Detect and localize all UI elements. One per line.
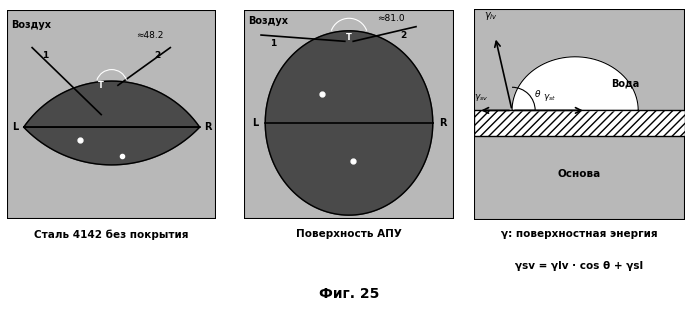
Text: T: T (98, 81, 104, 90)
Polygon shape (24, 81, 200, 165)
Text: Основа: Основа (558, 169, 601, 179)
Text: Воздух: Воздух (11, 20, 51, 30)
Text: γ: поверхностная энергия: γ: поверхностная энергия (501, 229, 658, 239)
Text: 2: 2 (155, 51, 161, 61)
Text: γsv = γlv · cos θ + γsl: γsv = γlv · cos θ + γsl (515, 261, 644, 271)
Text: R: R (205, 122, 211, 132)
Text: Сталь 4142 без покрытия: Сталь 4142 без покрытия (34, 229, 189, 240)
Text: L: L (252, 118, 258, 128)
Text: Фиг. 25: Фиг. 25 (319, 287, 379, 301)
Polygon shape (265, 31, 433, 215)
Polygon shape (512, 57, 638, 111)
Text: L: L (13, 122, 18, 132)
Text: R: R (440, 118, 447, 128)
Text: Вода: Вода (611, 78, 640, 88)
Text: ≈48.2: ≈48.2 (135, 30, 163, 40)
Bar (474, 111, 685, 136)
Text: $\gamma_{sv}$: $\gamma_{sv}$ (474, 92, 489, 103)
Text: 2: 2 (401, 30, 406, 40)
Text: $\gamma_{lv}$: $\gamma_{lv}$ (484, 10, 498, 22)
Text: $\gamma_{st}$: $\gamma_{st}$ (543, 92, 556, 103)
Text: T: T (346, 33, 352, 42)
Text: $\theta$: $\theta$ (533, 88, 541, 99)
Text: 1: 1 (42, 51, 47, 61)
Text: 1: 1 (271, 39, 276, 48)
Text: ≈81.0: ≈81.0 (377, 14, 405, 23)
Text: Воздух: Воздух (248, 16, 288, 26)
Text: Поверхность АПУ: Поверхность АПУ (296, 229, 402, 239)
